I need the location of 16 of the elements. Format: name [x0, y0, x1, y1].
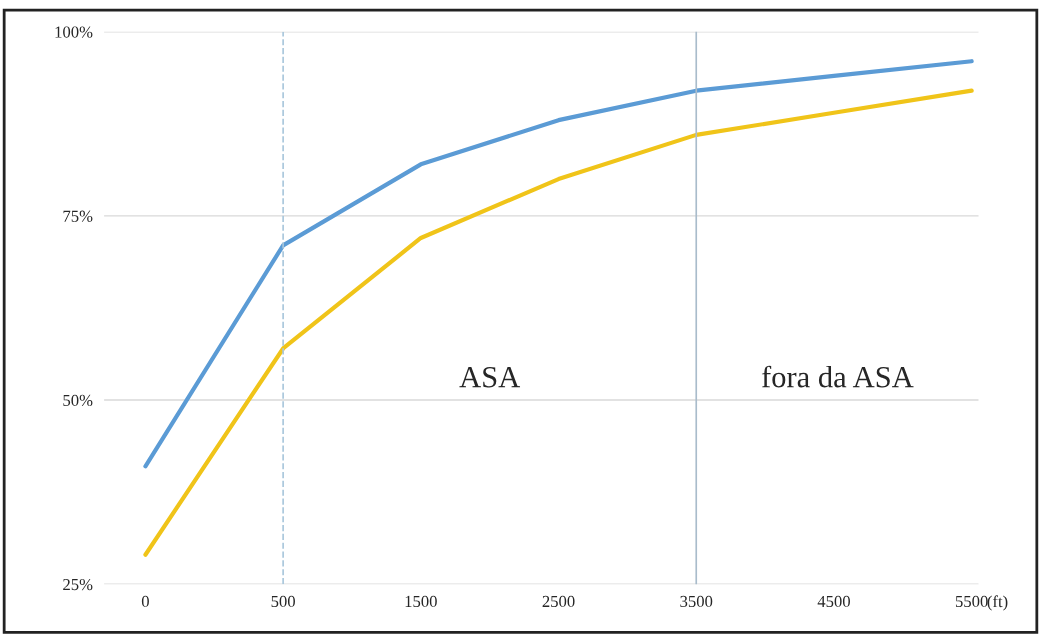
annotation: ASA: [459, 366, 521, 388]
y-tick-label: 75%: [63, 210, 93, 222]
annotation: fora da ASA: [761, 365, 914, 388]
line-series: [143, 59, 974, 469]
y-tick-label: 100%: [55, 26, 93, 38]
y-tick-label: 50%: [63, 394, 93, 407]
x-tick-label: 4500: [817, 595, 850, 608]
x-tick-label: 1500: [405, 595, 437, 608]
x-tick-label: 500: [271, 595, 295, 608]
line-series: [143, 88, 974, 557]
y-tick-label: 25%: [63, 578, 93, 591]
x-tick-label: 2500: [542, 595, 575, 608]
x-tick-label: 0: [141, 595, 149, 608]
x-axis-title: (ft): [987, 595, 1008, 611]
x-tick-label: 3500: [680, 595, 713, 608]
x-tick-label: 5500: [955, 595, 988, 608]
